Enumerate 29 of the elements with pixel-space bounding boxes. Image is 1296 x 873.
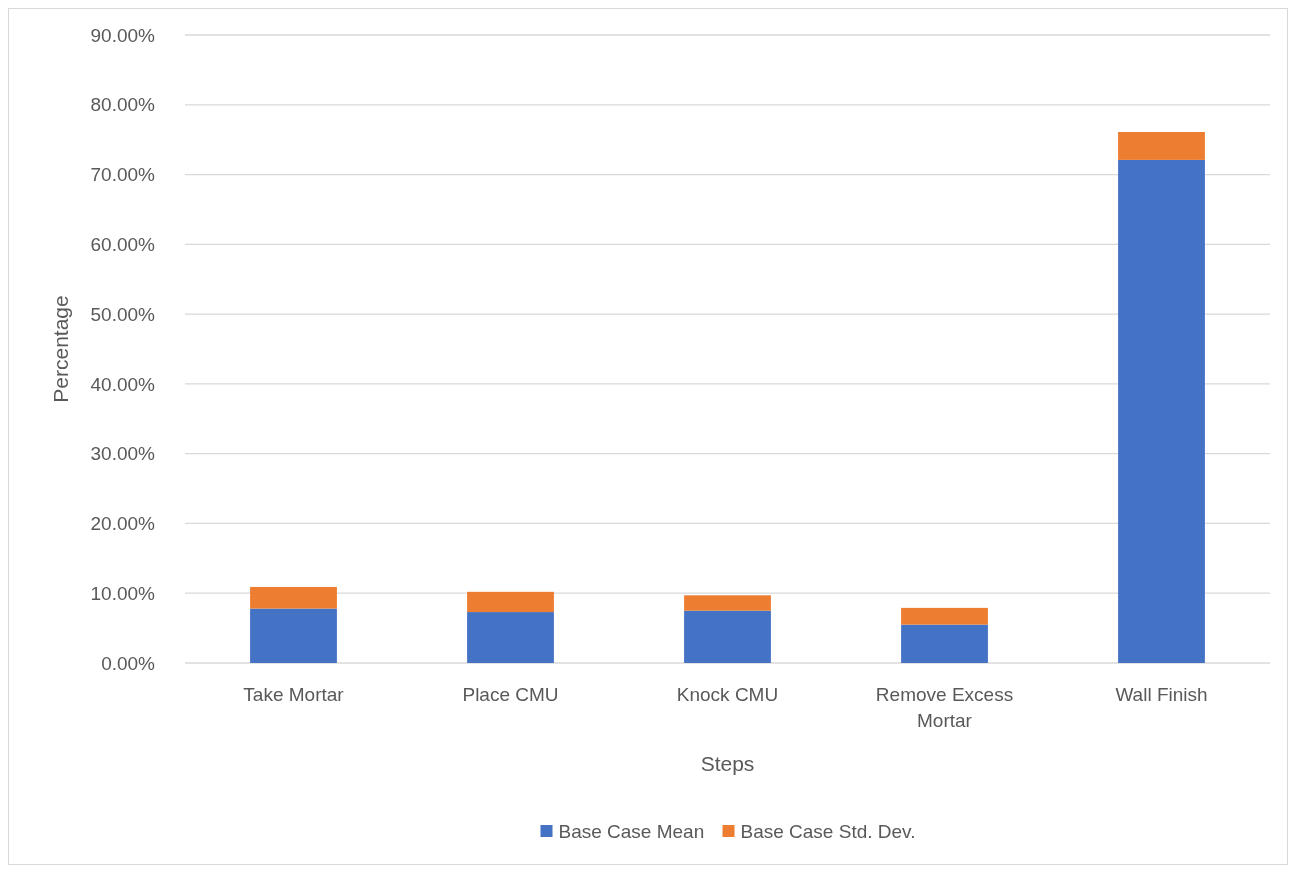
y-tick-label: 60.00% bbox=[90, 233, 156, 255]
y-tick-label: 70.00% bbox=[90, 164, 156, 186]
bar bbox=[467, 591, 554, 613]
bar bbox=[901, 624, 988, 663]
bar bbox=[684, 595, 771, 611]
y-tick-label: 50.00% bbox=[90, 303, 156, 325]
x-tick-label: Place CMU bbox=[462, 684, 559, 705]
bar bbox=[250, 586, 337, 609]
y-tick-label: 80.00% bbox=[90, 94, 156, 116]
bar bbox=[684, 610, 771, 663]
x-tick-label: Knock CMU bbox=[676, 684, 779, 705]
bar bbox=[250, 608, 337, 663]
x-tick-label: Take Mortar bbox=[243, 684, 345, 705]
bar bbox=[1118, 159, 1205, 663]
x-tick-label: Wall Finish bbox=[1115, 684, 1208, 705]
y-tick-label: 90.00% bbox=[90, 24, 156, 46]
y-tick-label: 20.00% bbox=[90, 513, 156, 535]
x-tick-label: Remove Excess Mortar bbox=[875, 684, 1014, 731]
legend-label: Base Case Mean bbox=[558, 820, 705, 842]
y-tick-label: 30.00% bbox=[90, 443, 156, 465]
legend-label: Base Case Std. Dev. bbox=[740, 820, 916, 842]
bar bbox=[901, 607, 988, 625]
bar bbox=[1118, 131, 1205, 160]
bar bbox=[467, 612, 554, 663]
y-tick-label: 40.00% bbox=[90, 373, 156, 395]
y-axis-title: Percentage bbox=[49, 295, 72, 403]
y-tick-label: 0.00% bbox=[101, 652, 156, 674]
x-axis-title: Steps bbox=[700, 752, 755, 775]
y-tick-label: 10.00% bbox=[90, 582, 156, 604]
